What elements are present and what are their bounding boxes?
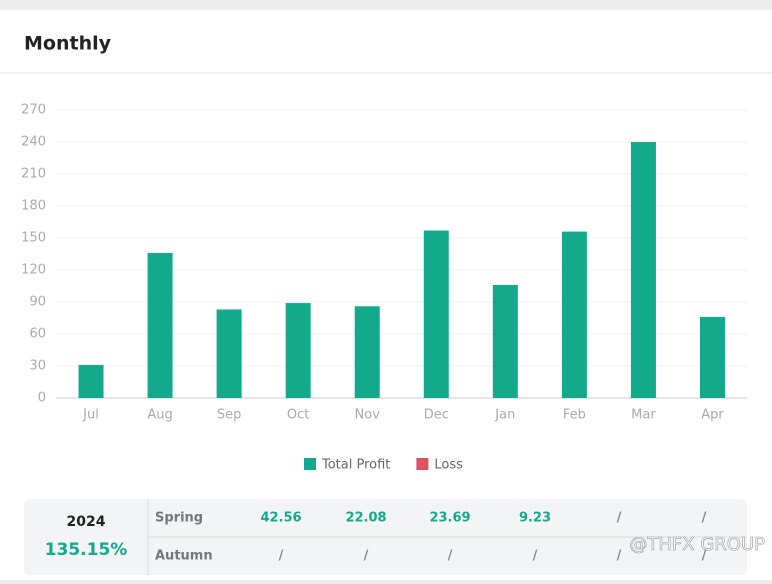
row-cell: / [702,511,707,526]
bar [216,309,242,398]
row-cell: / [364,549,369,564]
x-tick-label: Nov [355,408,381,423]
bar [78,364,104,398]
card-title: Monthly [24,33,112,55]
year-total: 135.15% [45,540,128,560]
row-cell: / [533,549,538,564]
x-tick-label: Sep [217,408,242,423]
x-tick-label: Apr [701,408,724,423]
bar [423,230,449,398]
row-cell: / [702,549,707,564]
x-tick-label: Feb [563,408,586,423]
x-tick-label: Dec [424,408,449,423]
x-tick-label: Aug [147,408,172,423]
row-cell: / [617,511,622,526]
y-tick-label: 120 [21,263,46,278]
row-cell: / [448,549,453,564]
bar [285,303,311,398]
watermark: @THFX GROUP [629,534,765,555]
y-tick-label: 150 [21,231,46,246]
x-tick-label: Jul [82,408,99,423]
bar [147,252,173,398]
row-cell: 9.23 [519,511,551,526]
x-tick-label: Oct [287,408,309,423]
legend-label: Loss [434,458,463,473]
y-tick-label: 90 [29,295,46,310]
y-tick-label: 30 [29,359,46,374]
bar [630,142,656,398]
year: 2024 [67,514,106,530]
x-tick-label: Mar [631,408,656,423]
y-tick-label: 210 [21,167,46,182]
bar [492,284,518,398]
bar [354,306,380,398]
y-tick-label: 60 [29,327,46,342]
y-tick-label: 270 [21,103,46,118]
y-tick-label: 0 [38,391,46,406]
row-cell: 22.08 [345,511,386,526]
row-cell: 42.56 [260,511,301,526]
bar [699,316,725,398]
row-label: Autumn [155,549,213,564]
row-cell: 23.69 [429,511,470,526]
legend-swatch [304,458,316,470]
row-cell: / [617,549,622,564]
bar [561,231,587,398]
row-cell: / [279,549,284,564]
legend-label: Total Profit [321,458,390,473]
y-tick-label: 180 [21,199,46,214]
x-tick-label: Jan [494,408,515,423]
row-label: Spring [155,511,203,526]
card [0,10,772,580]
y-tick-label: 240 [21,135,46,150]
legend-swatch [416,458,429,470]
